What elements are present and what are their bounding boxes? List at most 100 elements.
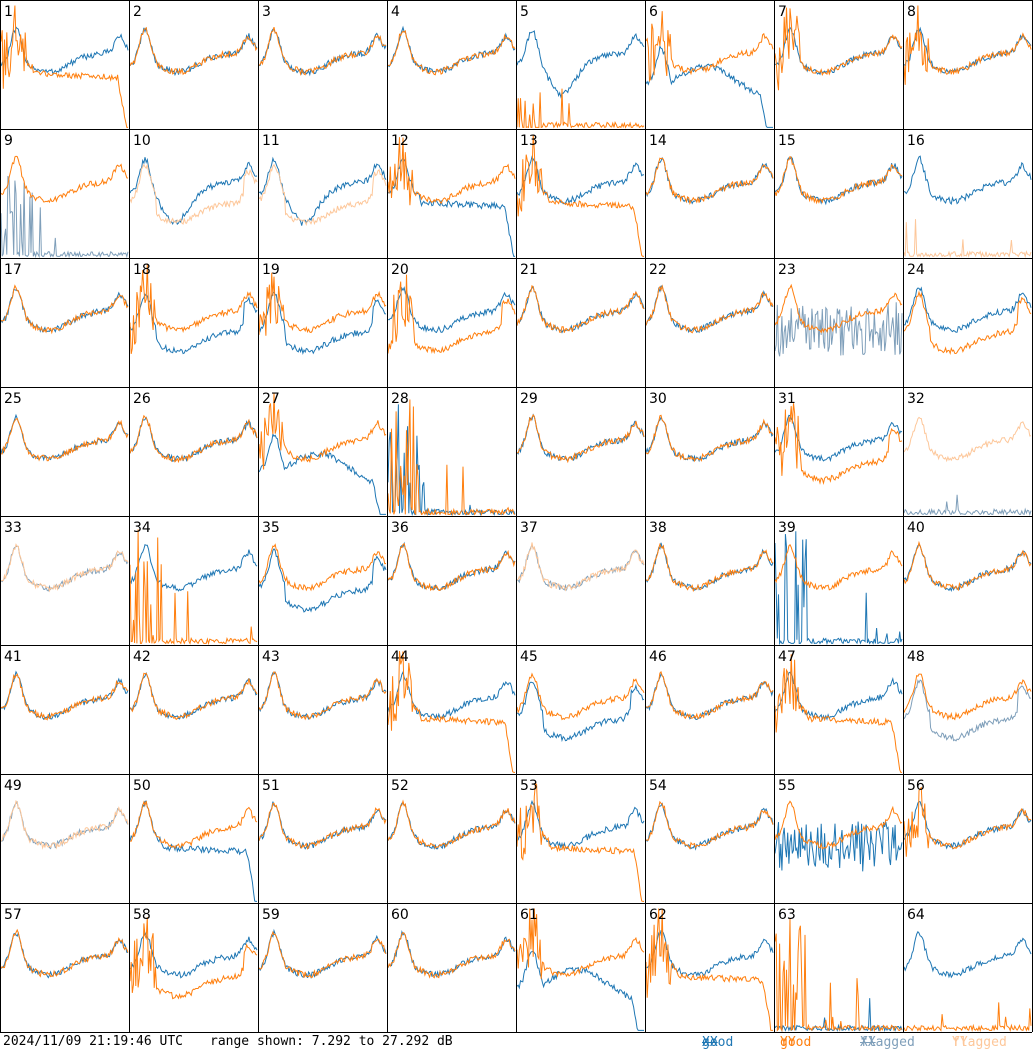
panel-17-yy-line (0, 284, 129, 335)
panel-48-xx-line (903, 679, 1032, 742)
antenna-panel-38: 38 (645, 520, 774, 593)
antenna-panel-34: 34 (129, 520, 258, 646)
panel-10-xx-line (129, 157, 258, 226)
panel-33-label: 33 (4, 520, 22, 536)
antenna-panel-4: 4 (387, 4, 516, 76)
panel-33-yy-line (0, 543, 129, 593)
panel-16-yy-line (903, 219, 1032, 259)
panel-41-yy-line (0, 673, 129, 721)
panel-40-label: 40 (907, 520, 925, 536)
panel-37-yy-line (516, 542, 645, 592)
panel-44-yy-line (387, 651, 515, 773)
panel-16-label: 16 (907, 133, 925, 149)
antenna-panel-46: 46 (645, 649, 774, 721)
panel-11-yy-line (258, 163, 387, 227)
antenna-panel-13: 13 (516, 133, 645, 257)
legend-flagged-yy-word: flagged (952, 1035, 1007, 1050)
panel-6-yy-line (645, 11, 774, 83)
panel-19-xx-line (258, 291, 387, 355)
panel-56-yy-line (903, 786, 1032, 857)
panel-25-yy-line (0, 417, 129, 462)
panel-31-label: 31 (778, 391, 796, 407)
legend-good-xx-pol: XX (702, 1035, 718, 1050)
panel-26-label: 26 (133, 391, 151, 407)
panel-45-xx-line (516, 681, 645, 743)
panel-53-yy-line (516, 781, 644, 902)
panel-58-yy-line (129, 917, 258, 1000)
panel-27-xx-line (258, 432, 386, 515)
panel-48-label: 48 (907, 649, 925, 665)
panel-12-label: 12 (391, 133, 409, 149)
panel-9-yy-line (0, 155, 129, 204)
panel-3-label: 3 (262, 4, 271, 20)
panel-30-label: 30 (649, 391, 667, 407)
panel-40-yy-line (903, 540, 1032, 592)
panel-6-label: 6 (649, 4, 658, 20)
antenna-panel-29: 29 (516, 391, 645, 464)
antenna-panel-31: 31 (774, 391, 903, 485)
panel-55-label: 55 (778, 778, 796, 794)
panel-50-label: 50 (133, 778, 151, 794)
panel-10-yy-line (129, 163, 258, 225)
panel-64-yy-line (903, 1002, 1032, 1033)
panel-36-yy-line (387, 542, 516, 592)
panel-39-xx-line (774, 531, 903, 646)
panel-24-yy-line (903, 290, 1032, 355)
antenna-panel-55: 55 (774, 778, 903, 872)
antenna-panel-56: 56 (903, 778, 1032, 857)
panel-1-label: 1 (4, 4, 13, 20)
panel-28-xx-line (387, 404, 516, 517)
panel-21-yy-line (516, 284, 645, 333)
antenna-panel-64: 64 (903, 907, 1032, 1033)
panel-64-xx-line (903, 930, 1032, 979)
panel-52-xx-line (387, 802, 516, 850)
panel-42-yy-line (129, 672, 258, 721)
legend-flagged-yy-pol: YY (952, 1035, 968, 1050)
antenna-panel-26: 26 (129, 391, 258, 464)
panel-42-label: 42 (133, 649, 151, 665)
antenna-panel-39: 39 (774, 520, 903, 646)
antenna-panel-19: 19 (258, 262, 387, 355)
panel-55-yy-line (774, 800, 903, 850)
antenna-panel-53: 53 (516, 778, 645, 902)
antenna-panel-30: 30 (645, 391, 774, 463)
antenna-panel-42: 42 (129, 649, 258, 721)
antenna-panel-18: 18 (129, 262, 258, 355)
panel-45-yy-line (516, 672, 645, 721)
antenna-panel-14: 14 (645, 133, 774, 206)
antenna-panel-24: 24 (903, 262, 1032, 355)
timestamp: 2024/11/09 21:19:46 UTC (3, 1034, 184, 1049)
antenna-panel-8: 8 (903, 4, 1032, 85)
panel-43-label: 43 (262, 649, 280, 665)
panel-8-label: 8 (907, 4, 916, 20)
panel-41-label: 41 (4, 649, 22, 665)
panel-23-label: 23 (778, 262, 796, 278)
antenna-panel-17: 17 (0, 262, 129, 335)
panel-35-yy-line (258, 543, 387, 592)
panel-34-label: 34 (133, 520, 151, 536)
antenna-panel-35: 35 (258, 520, 387, 613)
panel-51-xx-line (258, 801, 387, 850)
panel-61-xx-line (516, 950, 644, 1031)
panel-51-yy-line (258, 802, 387, 850)
panel-48-yy-line (903, 673, 1032, 721)
footer-bar: 2024/11/09 21:19:46 UTC range shown: 7.2… (0, 1033, 1033, 1053)
antenna-panel-44: 44 (387, 649, 516, 773)
panel-45-label: 45 (520, 649, 538, 665)
panel-35-xx-line (258, 548, 387, 613)
panel-13-yy-line (516, 134, 644, 257)
antenna-panel-33: 33 (0, 520, 129, 593)
panel-34-yy-line (129, 529, 258, 646)
panel-62-yy-line (645, 908, 773, 1031)
panel-10-label: 10 (133, 133, 151, 149)
panel-32-xx-line (903, 494, 1032, 517)
panel-39-yy-line (774, 543, 903, 591)
panel-43-yy-line (258, 671, 387, 721)
panel-52-label: 52 (391, 778, 409, 794)
panel-58-label: 58 (133, 907, 151, 923)
panel-3-xx-line (258, 28, 387, 77)
panel-25-label: 25 (4, 391, 22, 407)
antenna-panel-54: 54 (645, 778, 774, 851)
antenna-panel-51: 51 (258, 778, 387, 850)
